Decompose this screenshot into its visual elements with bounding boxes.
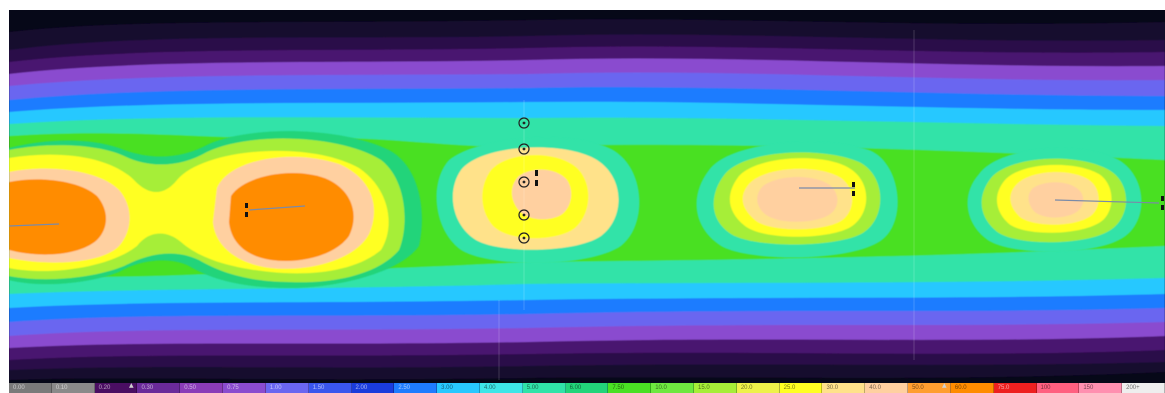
illuminance-map-view[interactable] <box>9 10 1165 383</box>
scale-swatch: 15.0 <box>694 383 737 393</box>
scale-swatch: 10.0 <box>651 383 694 393</box>
measurement-point-icon[interactable] <box>518 176 530 188</box>
scale-label: 5.00 <box>526 385 539 391</box>
scale-label: 1.00 <box>269 385 282 391</box>
scale-swatch: 25.0 <box>779 383 823 393</box>
contour-lobe-3-peach <box>511 169 572 220</box>
scale-swatch: 1.50 <box>308 383 352 393</box>
scale-swatch: 0.10 <box>51 383 95 393</box>
scale-label: 7.50 <box>612 385 625 391</box>
scale-swatch: 0.00 <box>9 383 52 393</box>
scale-swatch: 1.00 <box>265 383 309 393</box>
scale-swatch: 6.00 <box>565 383 609 393</box>
scale-swatch: 0.75 <box>223 383 266 393</box>
contour-lobe-1-orange <box>9 179 106 255</box>
grid-seams <box>498 30 915 380</box>
scale-swatch: 0.30 <box>137 383 181 393</box>
scale-swatch: 40.0 <box>865 383 909 393</box>
scale-label: 0.20 <box>98 385 111 391</box>
contour-lobe-2-orange <box>229 173 354 261</box>
scale-swatch: 150 <box>1079 383 1123 393</box>
scale-max-marker-icon[interactable]: ▲ <box>942 382 947 389</box>
scale-label: 60.0 <box>954 385 967 391</box>
scale-swatch: 60.0 <box>950 383 994 393</box>
scale-label: 20.0 <box>740 385 753 391</box>
scale-label: 40.0 <box>869 385 881 391</box>
scale-label: 15.0 <box>698 385 710 391</box>
scale-min-marker-icon[interactable]: ▲ <box>129 382 134 389</box>
contour-lobe-4-peach <box>757 177 838 222</box>
pole-icon[interactable] <box>245 203 306 217</box>
scale-label: 0.10 <box>55 385 68 391</box>
scale-swatch: 20.0 <box>736 383 780 393</box>
scale-label: 1.50 <box>312 385 325 391</box>
measurement-point-icon[interactable] <box>518 232 530 244</box>
scale-swatch: 0.50 <box>180 383 224 393</box>
scale-label: 0.75 <box>227 385 239 391</box>
scale-label: 100 <box>1040 385 1051 391</box>
scale-label: 150 <box>1083 385 1094 391</box>
scale-label: 6.00 <box>569 385 582 391</box>
scale-swatch: 75.0 <box>993 383 1037 393</box>
scale-swatch: 50.0 <box>908 383 951 393</box>
scale-label: 30.0 <box>826 385 839 391</box>
scale-label: 200+ <box>1126 385 1140 391</box>
color-scale-bar[interactable]: 0.00 0.10 0.20 0.30 0.50 0.75 1.00 1.50 2.00 2.50… <box>9 383 1165 393</box>
pole-icon[interactable] <box>1054 196 1164 210</box>
scale-swatch: 3.00 <box>437 383 480 393</box>
scale-swatch: 2.00 <box>351 383 395 393</box>
measurement-point-icon[interactable] <box>518 209 530 221</box>
scale-swatch: 100 <box>1036 383 1080 393</box>
scale-swatch: 0.20 <box>94 383 138 393</box>
scale-swatch: 5.00 <box>522 383 566 393</box>
scale-label: 2.50 <box>398 385 410 391</box>
illuminance-contour-map[interactable] <box>9 10 1165 383</box>
pole-icon[interactable] <box>9 223 60 227</box>
scale-label: 10.0 <box>655 385 667 391</box>
scale-label: 25.0 <box>783 385 796 391</box>
scale-swatch: 2.50 <box>394 383 438 393</box>
pole-icon[interactable] <box>535 170 538 186</box>
scale-label: 75.0 <box>997 385 1010 391</box>
scale-label: 0.50 <box>184 385 196 391</box>
measurement-point-icon[interactable] <box>518 143 530 155</box>
measurement-point-icon[interactable] <box>518 117 530 129</box>
scale-label: 3.00 <box>441 385 453 391</box>
scale-label: 4.00 <box>483 385 496 391</box>
scale-swatch: 200+ <box>1122 383 1165 393</box>
scale-label: 0.30 <box>141 385 154 391</box>
pole-icon[interactable] <box>799 182 855 196</box>
scale-label: 2.00 <box>355 385 368 391</box>
scale-label: 50.0 <box>912 385 924 391</box>
scale-label: 0.00 <box>13 385 25 391</box>
scale-swatch: 7.50 <box>608 383 652 393</box>
scale-swatch: 4.00 <box>479 383 523 393</box>
scale-swatch: 30.0 <box>822 383 866 393</box>
